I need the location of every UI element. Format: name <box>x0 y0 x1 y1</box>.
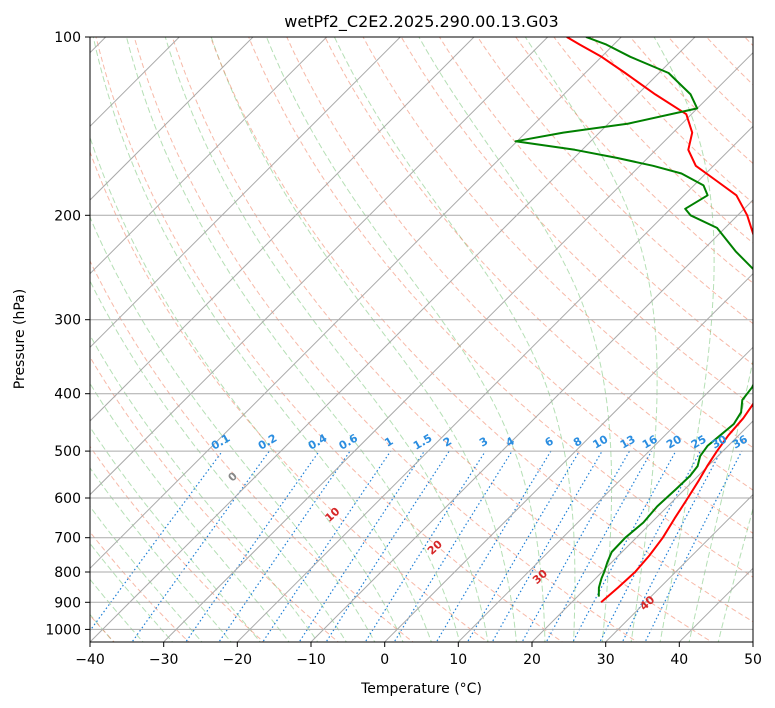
x-axis-label: Temperature (°C) <box>360 681 482 697</box>
mixing-ratio-line <box>466 450 580 642</box>
moist-adiabat-line <box>418 37 613 642</box>
moist-adiabat-line <box>90 426 261 642</box>
moist-adiabat-line <box>333 37 576 642</box>
moist-adiabat-line <box>524 37 658 642</box>
moist-adiabat-line <box>90 578 144 642</box>
y-tick-label: 900 <box>54 595 81 611</box>
moist-adiabat-line <box>90 505 203 642</box>
y-tick-label: 200 <box>54 208 81 224</box>
isotherm-line <box>310 199 753 642</box>
mixing-ratio-line <box>218 450 351 642</box>
isotherm-line <box>236 125 753 642</box>
y-tick-label: 1000 <box>45 622 81 638</box>
chart-title: wetPf2_C2E2.2025.290.00.13.G03 <box>284 12 558 32</box>
moist-adiabat-line <box>90 215 376 642</box>
x-tick-label: 0 <box>380 652 389 668</box>
sounding-series <box>514 37 753 604</box>
moist-adiabat-line <box>90 382 290 642</box>
temperature-profile-line <box>566 37 753 604</box>
dry-adiabat-line <box>90 150 489 642</box>
isotherm-line <box>383 272 753 642</box>
grid-lines <box>90 37 753 642</box>
moist-adiabats <box>90 37 753 642</box>
moist-adiabat-line <box>266 37 546 642</box>
dry-adiabat-line <box>286 37 753 534</box>
y-tick-label: 300 <box>54 313 81 329</box>
isotherm-line <box>90 37 549 496</box>
moist-adiabat-line <box>90 467 232 642</box>
x-tick-label: 30 <box>597 652 615 668</box>
isotherm-line <box>90 37 402 349</box>
mixing-ratio-line <box>621 450 722 642</box>
x-tick-label: −10 <box>296 652 326 668</box>
mixing-ratio-lines <box>90 450 743 642</box>
x-axis: −40 −30 −20 −10 0 10 20 30 40 50 <box>75 642 762 668</box>
dry-adiabat-line <box>248 37 753 578</box>
mixing-ratio-line <box>298 450 425 642</box>
moist-adiabat-line <box>126 37 461 642</box>
mixing-ratio-line <box>393 450 513 642</box>
mixing-ratio-line <box>325 450 450 642</box>
isotherm-line <box>162 51 753 642</box>
y-tick-label: 700 <box>54 531 81 547</box>
dry-adiabat-line <box>362 37 753 449</box>
moist-adiabat-line <box>90 334 319 642</box>
isotherm-line <box>90 37 254 201</box>
dry-adiabat-line <box>171 37 713 642</box>
y-tick-label: 500 <box>54 444 81 460</box>
moist-adiabat-line <box>653 37 715 642</box>
isotherm-line <box>457 346 753 642</box>
y-tick-label: 400 <box>54 387 81 403</box>
moist-adiabat-line <box>92 37 432 642</box>
y-axis: 100 200 300 400 500 600 700 800 900 1000 <box>45 30 90 638</box>
mixing-ratio-line <box>599 450 702 642</box>
mixing-ratio-line <box>262 450 392 642</box>
mixing-ratio-line <box>185 450 320 642</box>
moist-adiabat-line <box>210 37 518 642</box>
isotherm-line <box>90 37 475 422</box>
x-tick-label: 40 <box>670 652 688 668</box>
isotherm-line <box>604 493 753 642</box>
x-tick-label: −40 <box>75 652 105 668</box>
moist-adiabat-line <box>164 37 489 642</box>
moist-adiabat-line <box>90 279 347 642</box>
isotherm-line <box>90 37 328 275</box>
isotherm-line <box>90 37 623 570</box>
plot-frame <box>89 36 754 643</box>
dewpoint-profile-line <box>514 37 753 597</box>
x-tick-label: 50 <box>744 652 762 668</box>
y-tick-label: 100 <box>54 30 81 46</box>
dry-adiabat-line <box>324 37 753 491</box>
y-tick-label: 600 <box>54 491 81 507</box>
isotherm-line <box>531 420 753 642</box>
mixing-ratio-line <box>131 450 270 642</box>
moist-adiabat-line <box>90 542 174 642</box>
x-tick-label: 20 <box>523 652 541 668</box>
mixing-ratio-line <box>572 450 677 642</box>
dry-adiabat-line <box>438 37 753 366</box>
y-axis-label: Pressure (hPa) <box>12 289 28 389</box>
x-tick-label: −30 <box>149 652 179 668</box>
x-tick-label: −20 <box>223 652 253 668</box>
y-tick-label: 800 <box>54 565 81 581</box>
x-tick-label: 10 <box>449 652 467 668</box>
mixing-ratio-line <box>90 450 223 632</box>
moist-adiabat-line <box>90 135 404 642</box>
